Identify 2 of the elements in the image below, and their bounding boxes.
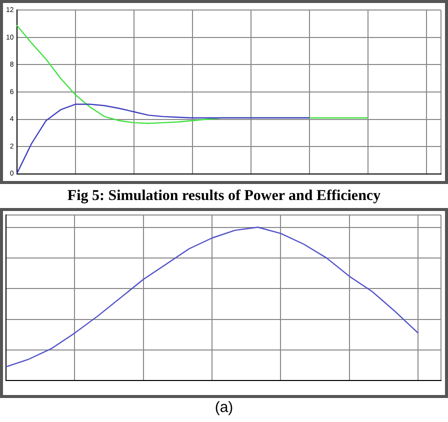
caption: Fig 5: Simulation results of Power and Efficiency <box>66 187 382 206</box>
text: (a) <box>214 398 234 418</box>
